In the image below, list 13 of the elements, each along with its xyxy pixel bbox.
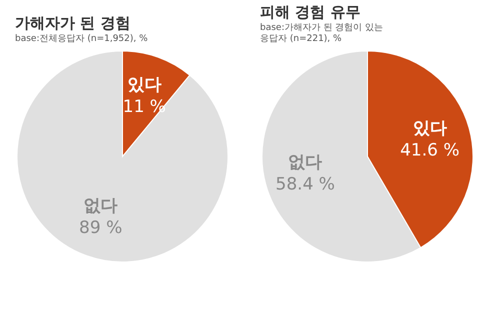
- chart-title: 피해 경험 유무: [260, 3, 360, 21]
- data-label: 89 %: [79, 218, 122, 238]
- chart-title: 가해자가 된 경험: [15, 14, 130, 32]
- data-label: 11 %: [122, 96, 166, 117]
- data-label: 58.4 %: [276, 174, 335, 194]
- pie-slice: [16, 50, 228, 262]
- slice-label: 없다: [84, 196, 118, 216]
- slice-label: 있다: [127, 74, 162, 95]
- slice-label: 있다: [412, 118, 447, 139]
- data-label: 41.6 %: [400, 140, 460, 161]
- chart-subtitle: base:가해자가 된 경험이 있는 응답자 (n=221), %: [260, 23, 384, 44]
- chart-subtitle: base:전체응답자 (n=1,952), %: [15, 34, 148, 44]
- slice-label: 없다: [288, 152, 322, 172]
